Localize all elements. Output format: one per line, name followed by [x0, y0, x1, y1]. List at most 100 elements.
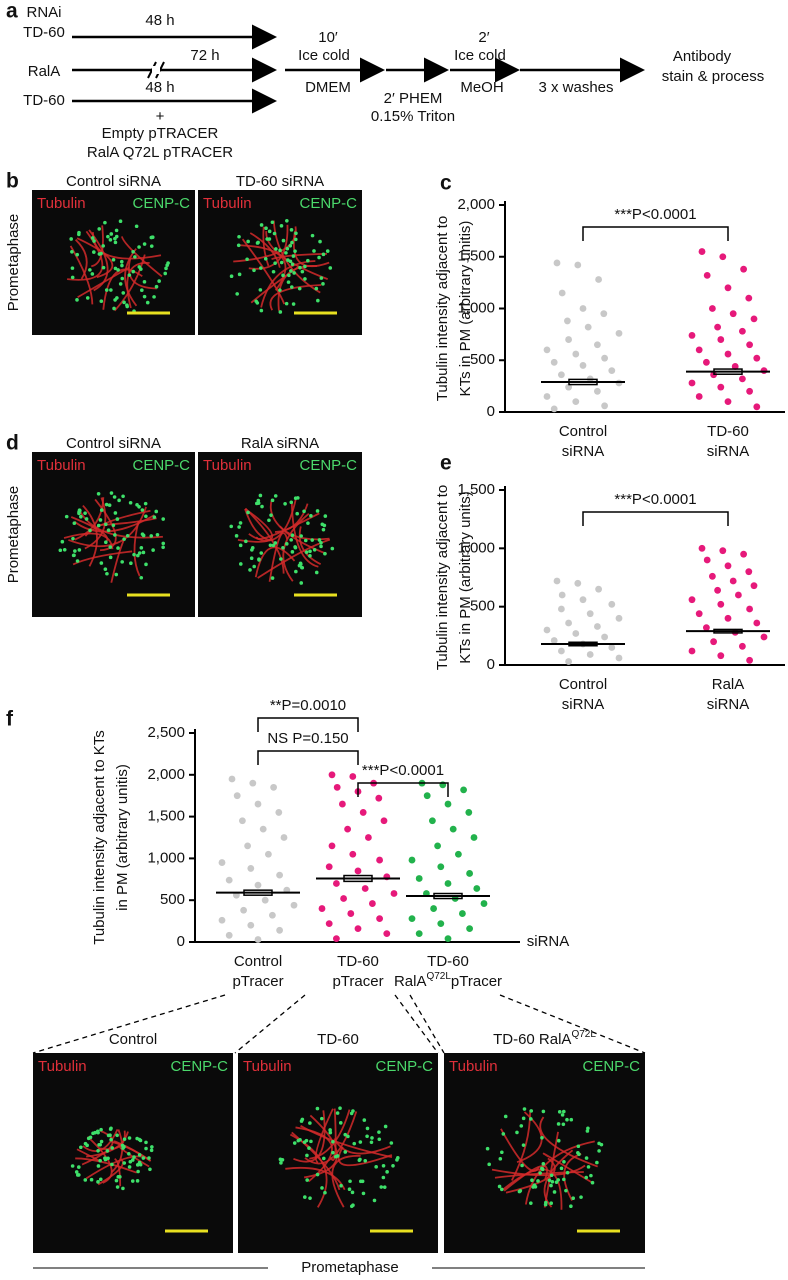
data-point	[333, 783, 341, 791]
kinetochore-spot	[315, 509, 320, 513]
kinetochore-spot	[101, 265, 106, 270]
kinetochore-spot	[541, 1109, 546, 1114]
data-point	[460, 786, 467, 794]
kinetochore-spot	[99, 561, 104, 565]
data-point	[608, 644, 616, 651]
data-point	[601, 633, 608, 641]
data-point	[354, 925, 362, 933]
kinetochore-spot	[62, 548, 67, 552]
data-point	[584, 323, 592, 331]
kinetochore-spot	[552, 1190, 557, 1194]
data-point	[429, 817, 436, 825]
significance-bracket	[257, 750, 359, 765]
panel-letter: c	[440, 172, 452, 195]
kinetochore-spot	[308, 1196, 312, 1200]
kinetochore-spot	[129, 561, 133, 566]
y-tick-label: 2,000	[147, 766, 185, 783]
data-point	[543, 626, 551, 634]
kinetochore-spot	[309, 1139, 313, 1144]
connectors	[32, 994, 646, 1054]
kinetochore-spot	[503, 1114, 508, 1119]
data-point	[695, 346, 703, 354]
kinetochore-spot	[83, 1178, 88, 1182]
tubulin-fiber	[542, 1152, 593, 1184]
data-point	[361, 885, 369, 892]
data-point	[565, 619, 572, 627]
data-point	[615, 329, 623, 337]
data-point	[375, 794, 383, 802]
data-point	[339, 800, 346, 808]
kinetochore-spot	[104, 540, 108, 544]
kinetochore-spot	[286, 280, 291, 284]
channel-label: Tubulin	[38, 1058, 87, 1075]
data-point	[740, 550, 747, 558]
data-point	[760, 367, 768, 374]
y-tick-label: 1,500	[457, 481, 495, 498]
data-point	[383, 930, 391, 938]
data-point	[269, 911, 276, 919]
kinetochore-spot	[114, 1178, 119, 1183]
kinetochore-spot	[77, 548, 82, 552]
tubulin-fiber	[309, 1109, 351, 1160]
kinetochore-spot	[521, 1143, 526, 1147]
kinetochore-spot	[597, 1141, 601, 1146]
side-label: Prometaphase	[5, 486, 22, 584]
significance-label: ***P<0.0001	[614, 206, 696, 223]
kinetochore-spot	[96, 1164, 101, 1168]
data-point	[688, 332, 696, 339]
data-point	[254, 881, 262, 889]
kinetochore-spot	[154, 284, 159, 289]
kinetochore-spot	[104, 288, 109, 292]
kinetochore-spot	[540, 1166, 544, 1171]
kinetochore-spot	[97, 227, 102, 231]
kinetochore-spot	[120, 560, 124, 564]
kinetochore-spot	[279, 224, 284, 228]
kinetochore-spot	[579, 1195, 583, 1199]
data-point	[572, 398, 580, 406]
kinetochore-spot	[138, 1138, 143, 1143]
data-point	[750, 315, 758, 323]
tubulin-fiber	[72, 550, 133, 566]
data-point	[595, 276, 602, 283]
data-point	[714, 323, 721, 331]
x-tick-label-part: Q72L	[426, 971, 451, 982]
kinetochore-spot	[238, 543, 243, 548]
kinetochore-spot	[291, 302, 296, 306]
data-point	[340, 895, 347, 902]
kinetochore-spot	[97, 1142, 101, 1147]
data-point	[328, 771, 336, 779]
kinetochore-spot	[308, 549, 312, 554]
data-point	[688, 647, 696, 655]
data-point	[444, 800, 452, 808]
data-point	[719, 547, 727, 555]
kinetochore-spot	[127, 273, 132, 277]
data-point	[572, 630, 580, 637]
kinetochore-spot	[273, 261, 277, 265]
data-point	[739, 375, 746, 383]
kinetochore-spot	[248, 568, 252, 572]
kinetochore-spot	[321, 527, 326, 532]
kinetochore-spot	[70, 249, 74, 254]
kinetochore-spot	[500, 1150, 504, 1155]
data-point	[760, 633, 768, 641]
x-tick-label: RalA siRNA	[707, 676, 750, 713]
kinetochore-spot	[108, 238, 113, 242]
axis-break-gap	[152, 66, 160, 74]
kinetochore-spot	[116, 268, 120, 272]
kinetochore-spot	[259, 266, 263, 270]
channel-label: Tubulin	[203, 457, 252, 474]
kinetochore-spot	[105, 571, 109, 576]
kinetochore-spot	[77, 510, 81, 514]
x-tick-label: TD-60 RalAQ72LpTracer	[394, 953, 502, 990]
kinetochore-spot	[136, 553, 140, 558]
data-point	[290, 901, 298, 909]
tubulin-fiber	[119, 1145, 150, 1168]
tubulin-fiber	[126, 262, 150, 309]
data-point	[247, 921, 255, 929]
kinetochore-spot	[316, 298, 320, 303]
kinetochore-spot	[147, 1156, 151, 1160]
label: RalA	[28, 63, 61, 80]
tubulin-fiber	[290, 502, 319, 568]
kinetochore-spot	[279, 557, 283, 561]
label: Ice cold	[298, 47, 350, 64]
